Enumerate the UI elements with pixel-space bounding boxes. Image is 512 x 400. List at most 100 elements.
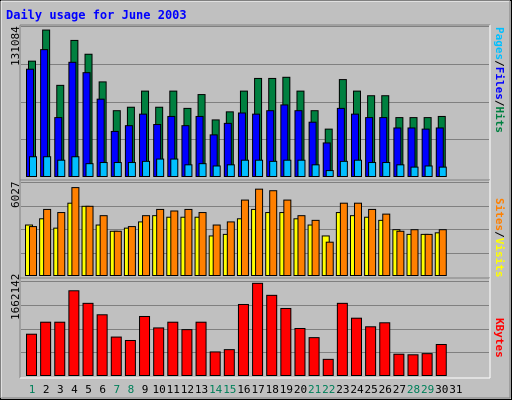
- pages-bar: [382, 162, 391, 178]
- kbytes-bar: [407, 354, 419, 376]
- day-label: 3: [57, 383, 64, 396]
- visits-sites-panel: [19, 179, 491, 279]
- day-label: 13: [195, 383, 208, 396]
- pages-bar: [85, 163, 94, 178]
- kbytes-bar: [252, 282, 264, 376]
- legend-sep-3: /: [493, 231, 506, 238]
- kbytes-bar: [294, 327, 306, 376]
- legend-visits: Visits: [493, 238, 506, 278]
- kbytes-bar: [209, 351, 221, 376]
- kbytes-bar: [139, 315, 151, 377]
- day-label: 26: [379, 383, 392, 396]
- day-label: 14: [209, 383, 223, 396]
- day-label: 20: [294, 383, 307, 396]
- sites-bar: [43, 208, 52, 276]
- pages-bar: [240, 159, 249, 178]
- pages-bar: [368, 162, 377, 178]
- sites-bar: [297, 215, 306, 277]
- sites-bar: [325, 241, 334, 277]
- sites-bar: [184, 208, 193, 276]
- sites-bar: [85, 205, 94, 276]
- pages-bar: [71, 156, 80, 177]
- pages-bar: [255, 159, 264, 178]
- sites-bar: [311, 219, 320, 276]
- day-label: 16: [237, 383, 250, 396]
- sites-bar: [198, 212, 207, 277]
- sites-bar: [99, 215, 108, 277]
- pages-bar: [156, 158, 165, 178]
- kbytes-bar: [124, 339, 136, 377]
- hits-ymax-label: 131084: [9, 26, 22, 66]
- kbytes-bar: [435, 343, 447, 376]
- pages-bar: [57, 159, 66, 178]
- legend-files: Files: [493, 67, 506, 100]
- pages-bar: [353, 159, 362, 178]
- kbytes-bar: [82, 302, 94, 377]
- legend-sites: Sites: [493, 198, 506, 231]
- kbytes-bar: [68, 290, 80, 376]
- kbytes-bar: [393, 353, 405, 376]
- kbytes-bar: [153, 327, 165, 377]
- hits-files-pages-panel: [19, 24, 491, 181]
- kbytes-bar: [54, 321, 66, 377]
- day-label: 19: [280, 383, 293, 396]
- sites-bar: [226, 221, 235, 276]
- pages-bar: [396, 164, 405, 177]
- legend-pages: Pages: [493, 27, 506, 60]
- day-axis-labels: 1 2 3 4 5 6 7 8 9 10 11 12 13 14 15 16 17 18 19 20 21 22 23 24 2…: [29, 383, 463, 396]
- pages-bar: [43, 156, 52, 177]
- kbytes-bar: [26, 333, 37, 376]
- day-label: 4: [71, 383, 78, 396]
- kbytes-bar: [336, 302, 348, 377]
- sites-bar: [170, 210, 179, 276]
- day-label: 25: [364, 383, 377, 396]
- sites-bar: [382, 213, 391, 277]
- day-label: 8: [128, 383, 135, 396]
- kbytes-bar: [195, 321, 207, 377]
- pages-bar: [198, 163, 207, 178]
- day-label: 22: [322, 383, 335, 396]
- files-bar: [82, 72, 91, 177]
- pages-bar: [226, 164, 235, 177]
- kbytes-bar: [181, 329, 193, 376]
- kbytes-ymax-label: 1662142: [9, 274, 22, 320]
- sites-bar: [283, 199, 292, 277]
- sites-bar: [438, 229, 447, 277]
- sites-bar: [212, 224, 221, 276]
- pages-bar: [29, 156, 37, 177]
- kbytes-bar: [365, 326, 377, 376]
- kbytes-bar: [350, 317, 362, 376]
- day-label: 12: [181, 383, 194, 396]
- sites-bar: [353, 202, 362, 276]
- day-label: 30: [435, 383, 448, 396]
- kbytes-bar: [322, 358, 334, 377]
- pages-bar: [410, 166, 419, 177]
- sites-bar: [57, 212, 66, 277]
- day-label: 24: [350, 383, 364, 396]
- day-label: 17: [251, 383, 264, 396]
- sites-bar: [113, 230, 122, 276]
- kbytes-bar: [223, 349, 235, 377]
- day-label: 27: [393, 383, 406, 396]
- pages-bar: [184, 164, 193, 177]
- kbytes-bar: [237, 303, 249, 377]
- day-label: 6: [99, 383, 106, 396]
- sites-bar: [339, 202, 348, 276]
- sites-bar: [255, 188, 264, 276]
- kbytes-bar: [167, 321, 179, 377]
- pages-bar: [99, 162, 108, 178]
- sites-bar: [142, 215, 151, 277]
- day-label: 1: [29, 383, 36, 396]
- hits-legend: Pages/Files/Hits: [493, 27, 506, 133]
- day-label: 28: [407, 383, 420, 396]
- day-label: 29: [421, 383, 434, 396]
- sites-bar: [269, 190, 278, 276]
- kbytes-bar: [379, 322, 391, 376]
- sites-bar: [240, 199, 249, 277]
- day-label: 10: [153, 383, 166, 396]
- kbytes-bar: [266, 294, 278, 376]
- kbytes-bar: [308, 337, 320, 377]
- day-label: 31: [449, 383, 462, 396]
- sites-bar: [410, 229, 419, 277]
- sites-bar: [368, 208, 377, 276]
